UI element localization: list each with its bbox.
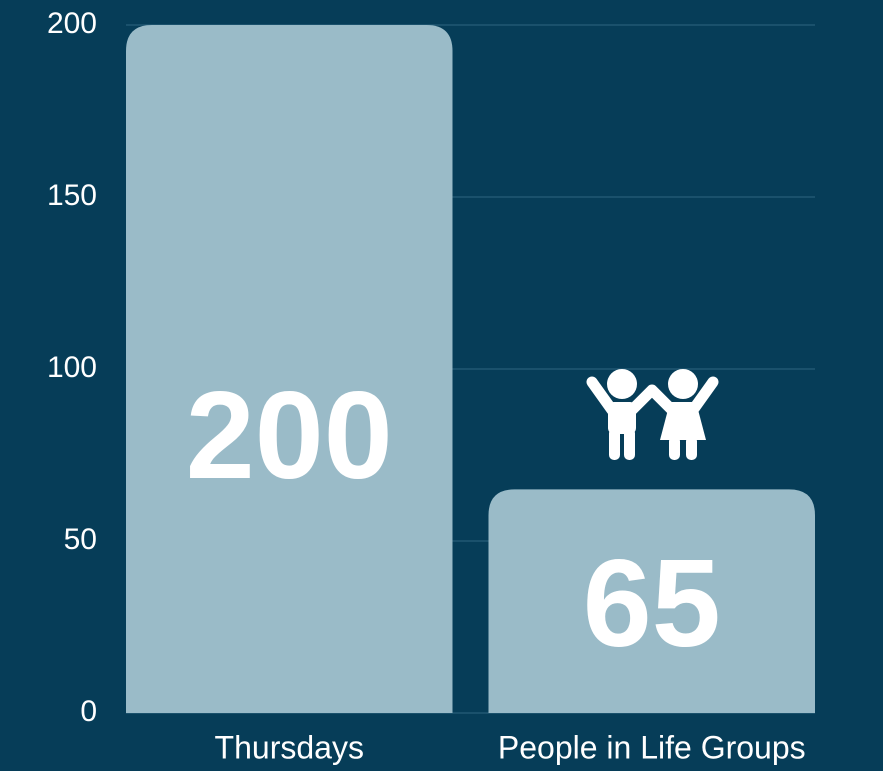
- y-tick-label: 50: [64, 523, 97, 556]
- y-tick-label: 150: [47, 179, 97, 212]
- value-label: 200: [186, 367, 393, 505]
- x-tick-label: People in Life Groups: [498, 729, 806, 765]
- y-tick-label: 100: [47, 351, 97, 384]
- children-icon: [586, 369, 719, 460]
- bars: [126, 25, 815, 713]
- x-tick-label: Thursdays: [215, 729, 364, 765]
- y-tick-label: 200: [47, 7, 97, 40]
- bar: [488, 489, 815, 713]
- y-tick-label: 0: [80, 695, 97, 728]
- bar: [126, 25, 453, 713]
- value-label: 65: [583, 535, 721, 673]
